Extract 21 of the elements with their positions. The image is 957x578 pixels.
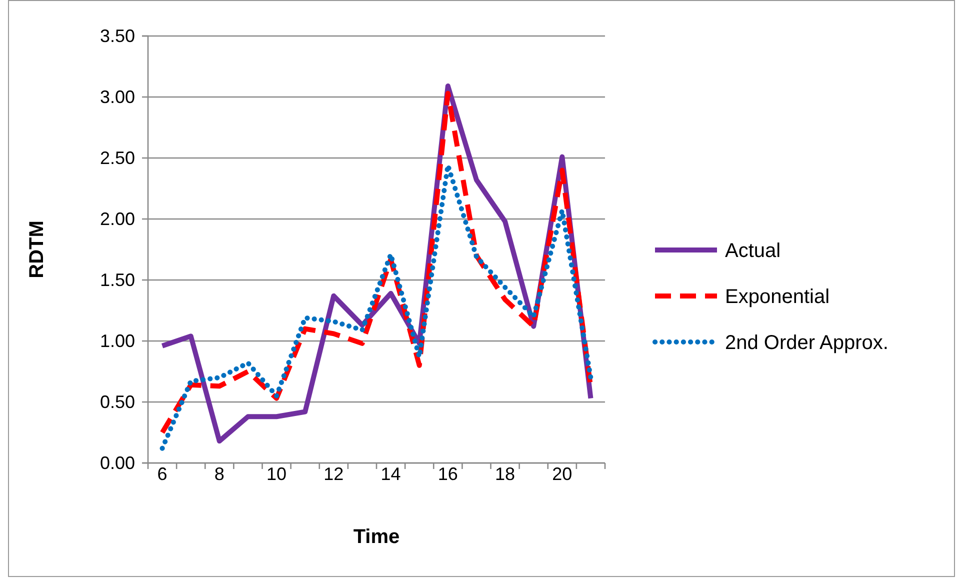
x-tick-label: 18 (495, 464, 516, 484)
y-tick-label: 0.50 (100, 392, 135, 412)
x-tick-label: 20 (552, 464, 572, 484)
x-tick-label: 6 (157, 464, 168, 484)
x-tick-label: 16 (438, 464, 458, 484)
y-tick-label: 3.00 (100, 86, 135, 107)
y-axis-title: RDTM (26, 220, 48, 278)
x-axis-title: Time (353, 526, 400, 548)
y-tick-label: 1.00 (100, 330, 135, 351)
y-tick-label: 3.50 (100, 26, 135, 46)
y-tick-label: 2.00 (100, 208, 135, 229)
x-tick-label: 12 (324, 464, 344, 484)
legend-label: 2nd Order Approx. (725, 332, 888, 354)
legend-label: Actual (725, 240, 781, 262)
y-tick-label: 2.50 (100, 148, 135, 168)
x-tick-label: 14 (380, 464, 401, 484)
x-tick-label: 8 (214, 464, 224, 484)
x-tick-label: 10 (266, 464, 287, 484)
legend-label: Exponential (725, 286, 830, 308)
y-tick-label: 1.50 (100, 270, 135, 290)
y-tick-label: 0.00 (100, 452, 135, 473)
